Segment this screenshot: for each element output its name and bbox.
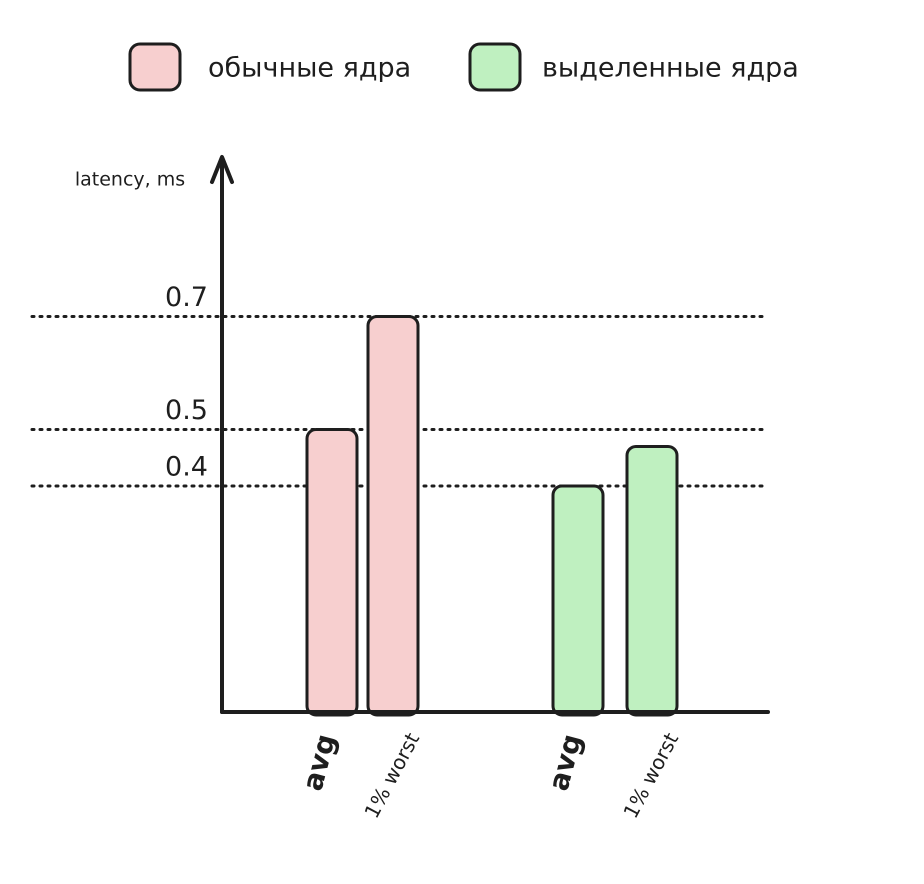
legend-label: обычные ядра — [208, 53, 411, 84]
y-tick-label: 0.5 — [165, 395, 208, 426]
legend-swatch — [468, 42, 522, 92]
y-axis-arrow — [210, 155, 234, 184]
x-tick-label: 1% worst — [618, 729, 683, 823]
legend-label: выделенные ядра — [542, 53, 799, 84]
bar — [366, 315, 420, 717]
x-tick-label: avg — [542, 730, 589, 794]
bar — [625, 444, 679, 717]
x-tick-label: 1% worst — [359, 729, 424, 823]
x-tick-label: avg — [296, 730, 343, 794]
y-tick-label: 0.4 — [165, 452, 208, 483]
y-axis-label: latency, ms — [75, 169, 185, 191]
bar — [305, 428, 359, 717]
y-tick-label: 0.7 — [165, 282, 208, 313]
legend-swatch — [128, 42, 182, 92]
bar — [551, 484, 605, 717]
